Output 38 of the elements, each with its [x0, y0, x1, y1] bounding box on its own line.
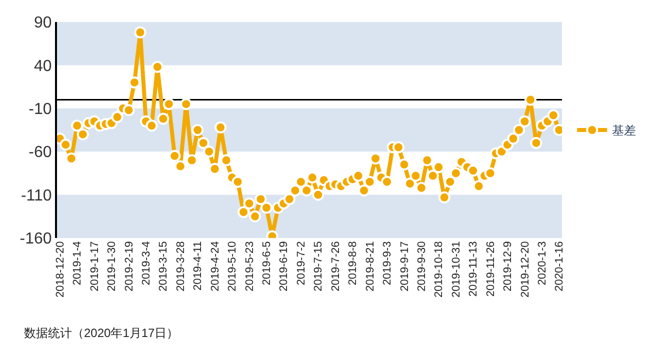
x-tick-label: 2019-12-20 [519, 241, 532, 298]
y-tick-label: -110 [20, 187, 52, 204]
x-tick-label: 2019-11-26 [484, 241, 497, 297]
x-tick-label: 2019-7-26 [330, 241, 342, 292]
legend-label: 基差 [612, 124, 636, 138]
x-tick-label: 2019-6-19 [278, 241, 290, 292]
x-tick-label: 2019-5-10 [226, 241, 239, 292]
x-tick-label: 2019-3-4 [140, 241, 153, 286]
x-tick-label: 2019-3-15 [158, 241, 170, 292]
x-tick-label: 2019-9-30 [416, 241, 428, 292]
x-tick-label: 2019-1-17 [88, 241, 101, 292]
x-tick-label: 2019-9-17 [398, 241, 411, 292]
x-tick-label: 2019-7-15 [312, 241, 325, 292]
x-tick-label: 2019-12-9 [502, 241, 514, 292]
y-tick-label: 90 [34, 14, 52, 32]
x-tick-label: 2019-4-11 [192, 241, 204, 291]
x-tick-label: 2019-5-23 [244, 241, 256, 292]
x-tick-label: 2019-6-5 [261, 241, 274, 286]
x-tick-label: 2018-12-20 [54, 241, 66, 298]
y-tick-label: -60 [28, 144, 52, 162]
x-tick-label: 2019-4-24 [209, 241, 222, 292]
text: 数据统计（2020年1月17日） [24, 326, 179, 340]
y-tick-label: -10 [28, 101, 52, 118]
x-tick-label: 2019-8-21 [364, 241, 376, 292]
x-tick-label: 2019-1-4 [72, 241, 84, 286]
x-tick-label: 2019-11-13 [468, 241, 480, 297]
y-tick-label: -160 [20, 230, 52, 248]
y-tick-label: 40 [34, 58, 52, 75]
x-tick-label: 2019-10-31 [450, 241, 462, 298]
x-tick-label: 2019-8-8 [347, 241, 360, 286]
x-tick-label: 2020-1-16 [554, 241, 566, 292]
x-tick-label: 2019-7-2 [295, 241, 308, 286]
x-tick-label: 2019-3-28 [174, 241, 187, 292]
x-tick-label: 2019-9-3 [382, 241, 394, 286]
x-tick-label: 2019-2-19 [123, 241, 136, 292]
x-tick-label: 2020-1-3 [536, 241, 548, 286]
x-tick-label: 2019-10-18 [433, 241, 446, 298]
x-tick-label: 2019-1-30 [106, 241, 118, 292]
